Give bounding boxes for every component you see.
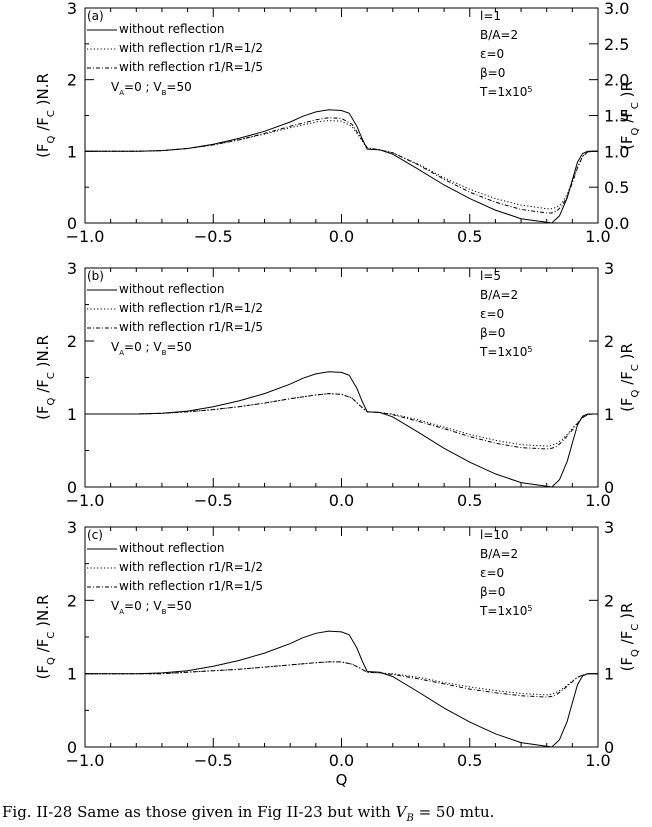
legend-entry: without reflection: [119, 282, 225, 296]
parameter-label: B/A=2: [480, 28, 518, 42]
y-right-tick-label: 1.0: [604, 142, 629, 161]
panel-label: (b): [87, 269, 104, 283]
y-axis-label-left: (FQ /FC )N.R: [34, 335, 57, 420]
x-tick-label: 1.0: [585, 751, 610, 770]
x-tick-label: 0.0: [329, 491, 354, 510]
legend-entry: without reflection: [119, 22, 225, 36]
x-tick-label: −0.5: [194, 491, 233, 510]
figure-caption: Fig. II-28 Same as those given in Fig II…: [2, 803, 495, 824]
y-axis-label-left: (FQ /FC )N.R: [34, 73, 57, 158]
y-right-tick-label: 2.0: [604, 71, 629, 90]
y-left-tick-label: 2: [67, 591, 77, 610]
parameter-label: l=5: [480, 269, 501, 283]
x-tick-label: −1.0: [66, 227, 105, 246]
x-tick-label: −0.5: [194, 751, 233, 770]
x-tick-label: 0.5: [457, 491, 482, 510]
x-tick-label: 0.0: [329, 751, 354, 770]
legend-entry: with reflection r1/R=1/5: [119, 320, 263, 334]
y-right-tick-label: 0.0: [604, 214, 629, 233]
legend-entry: with reflection r1/R=1/2: [119, 301, 263, 315]
x-tick-label: 0.5: [457, 227, 482, 246]
x-tick-label: −1.0: [66, 751, 105, 770]
y-left-tick-label: 2: [67, 332, 77, 351]
x-tick-label: 0.5: [457, 751, 482, 770]
series-line-3: [85, 393, 598, 450]
panel-1: −1.0 −0.5 0.0 0.5 1.0 0 1 2 3 0.0 0.5 1.0 1.5 2.0 2.5 3…: [34, 0, 641, 246]
parameter-label: l=10: [480, 528, 509, 542]
velocity-label: VA=0 ; VB=50: [111, 599, 192, 616]
y-left-tick-label: 1: [67, 142, 77, 161]
parameter-label: T=1x105: [479, 345, 532, 360]
y-axis-label-right: (FQ /FC )R: [618, 343, 641, 412]
y-axis-label-right: (FQ /FC )R: [618, 81, 641, 150]
parameter-label: β=0: [480, 585, 505, 599]
velocity-label: VA=0 ; VB=50: [111, 340, 192, 357]
y-right-tick-label: 1: [604, 405, 614, 424]
y-right-tick-label: 3: [604, 518, 614, 537]
legend-entry: with reflection r1/R=1/5: [119, 579, 263, 593]
y-left-tick-label: 3: [67, 0, 77, 18]
parameter-label: B/A=2: [480, 547, 518, 561]
y-left-tick-label: 0: [67, 214, 77, 233]
y-left-tick-label: 0: [67, 738, 77, 757]
series-line-1: [85, 630, 598, 748]
y-right-tick-label: 0: [604, 478, 614, 497]
y-right-tick-label: 3: [604, 259, 614, 278]
parameter-label: β=0: [480, 326, 505, 340]
parameter-label: B/A=2: [480, 288, 518, 302]
y-right-tick-label: 2: [604, 332, 614, 351]
parameter-label: l=1: [480, 9, 501, 23]
x-tick-label: 1.0: [585, 491, 610, 510]
y-left-tick-label: 1: [67, 665, 77, 684]
parameter-label: ε=0: [480, 566, 504, 580]
y-left-tick-label: 1: [67, 405, 77, 424]
parameter-label: T=1x105: [479, 85, 532, 100]
y-right-tick-label: 1: [604, 665, 614, 684]
series-line-3: [85, 117, 598, 214]
y-axis-label-left: (FQ /FC )N.R: [34, 595, 57, 680]
x-tick-label: 1.0: [585, 227, 610, 246]
y-right-tick-label: 1.5: [604, 107, 629, 126]
velocity-label: VA=0 ; VB=50: [111, 80, 192, 97]
x-tick-label: 0.0: [329, 227, 354, 246]
y-left-tick-label: 3: [67, 259, 77, 278]
y-right-tick-label: 2: [604, 591, 614, 610]
y-right-tick-label: 2.5: [604, 35, 629, 54]
series-line-3: [85, 661, 598, 698]
y-left-tick-label: 3: [67, 518, 77, 537]
y-left-tick-label: 0: [67, 478, 77, 497]
x-tick-label: −0.5: [194, 227, 233, 246]
series-line-2: [85, 119, 598, 210]
parameter-label: ε=0: [480, 47, 504, 61]
parameter-label: T=1x105: [479, 604, 532, 619]
legend-entry: without reflection: [119, 541, 225, 555]
parameter-label: β=0: [480, 66, 505, 80]
legend-entry: with reflection r1/R=1/2: [119, 41, 263, 55]
y-left-tick-label: 2: [67, 71, 77, 90]
y-axis-label-right: (FQ /FC )R: [618, 603, 641, 672]
y-right-tick-label: 3.0: [604, 0, 629, 18]
x-tick-label: −1.0: [66, 491, 105, 510]
parameter-label: ε=0: [480, 307, 504, 321]
series-line-2: [85, 393, 598, 447]
series-line-1: [85, 109, 598, 224]
series-line-1: [85, 371, 598, 488]
legend-entry: with reflection r1/R=1/2: [119, 560, 263, 574]
y-right-tick-label: 0.5: [604, 178, 629, 197]
y-right-tick-label: 0: [604, 738, 614, 757]
series-line-2: [85, 661, 598, 696]
panel-label: (a): [87, 9, 104, 23]
panel-label: (c): [87, 528, 103, 542]
x-axis-label: Q: [336, 771, 348, 789]
legend-entry: with reflection r1/R=1/5: [119, 60, 263, 74]
